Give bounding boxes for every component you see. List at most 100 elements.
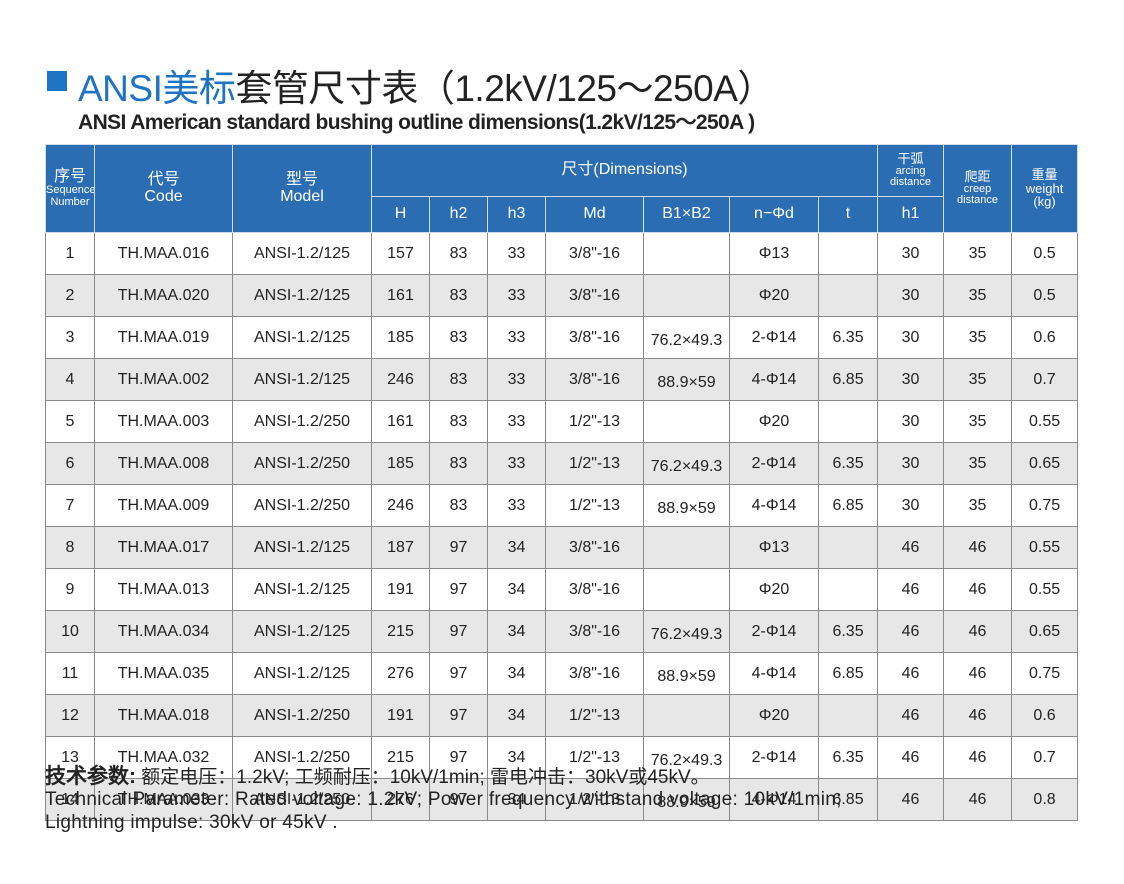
header-cell: Md <box>545 196 644 233</box>
table-cell: 35 <box>943 358 1013 401</box>
table-cell: 0.6 <box>1011 694 1079 737</box>
table-cell: 88.9×59 <box>643 358 730 401</box>
table-cell: 34 <box>487 778 546 821</box>
table-cell: 2-Φ14 <box>729 610 819 653</box>
table-cell: 34 <box>487 652 546 695</box>
table-cell: 46 <box>943 526 1013 569</box>
table-cell: 0.7 <box>1011 736 1079 779</box>
table-cell: TH.MAA.016 <box>94 232 233 275</box>
table-cell: 76.2×49.3 <box>643 442 730 485</box>
table-cell: TH.MAA.033 <box>94 778 233 821</box>
table-cell: 0.5 <box>1011 274 1079 317</box>
table-cell: 83 <box>429 232 488 275</box>
header-text: Code <box>144 187 183 205</box>
table-row: 7 TH.MAA.009 ANSI-1.2/250 246 83 33 1/2"-13 88.… <box>45 484 1079 527</box>
table-cell: ANSI-1.2/250 <box>232 442 372 485</box>
table-cell: 33 <box>487 274 546 317</box>
table-cell: ANSI-1.2/250 <box>232 484 372 527</box>
table-cell: 0.75 <box>1011 484 1079 527</box>
table-cell: 46 <box>877 610 945 653</box>
header-text: Model <box>280 187 324 205</box>
table-cell: ANSI-1.2/125 <box>232 526 372 569</box>
table-cell: TH.MAA.013 <box>94 568 233 611</box>
table-cell: 191 <box>371 694 430 737</box>
footer-cn: 技术参数: 额定电压：1.2kV; 工频耐压：10kV/1min; 雷电冲击：3… <box>45 760 710 790</box>
table-cell: 3/8"-16 <box>545 316 644 359</box>
table-row: 1 TH.MAA.016 ANSI-1.2/125 157 83 33 3/8"-16 Φ13… <box>45 232 1079 275</box>
table-cell <box>643 274 730 317</box>
table-cell: 7 <box>45 484 95 527</box>
table-cell: 76.2×49.3 <box>643 610 730 653</box>
table-row: 6 TH.MAA.008 ANSI-1.2/250 185 83 33 1/2"-13 76.… <box>45 442 1079 485</box>
table-cell: 1/2"-13 <box>545 778 644 821</box>
table-cell: 6.35 <box>817 610 879 653</box>
table-cell: 4-Φ14 <box>729 484 819 527</box>
table-cell: 1 <box>45 232 95 275</box>
table-cell: Φ20 <box>729 568 819 611</box>
header-cell: 型号 Model <box>232 144 372 233</box>
table-cell: 97 <box>429 694 488 737</box>
header-text: 代号 <box>147 170 180 188</box>
header-cell: H <box>371 196 430 233</box>
table-cell: 34 <box>487 526 546 569</box>
header-text: weight <box>1025 180 1064 196</box>
header-cell: h1 <box>877 196 945 233</box>
table-cell: 3/8"-16 <box>545 610 644 653</box>
table-cell: 3/8"-16 <box>545 232 644 275</box>
table-cell: TH.MAA.020 <box>94 274 233 317</box>
table-row: 10 TH.MAA.034 ANSI-1.2/125 215 97 34 3/8"-16 76… <box>45 610 1079 653</box>
table-cell: 97 <box>429 652 488 695</box>
table-cell: 35 <box>943 274 1013 317</box>
table-cell: 46 <box>943 568 1013 611</box>
table-cell: 33 <box>487 316 546 359</box>
table-cell: 6 <box>45 442 95 485</box>
table-cell: 0.7 <box>1011 358 1079 401</box>
table-cell: 4-Φ14 <box>729 652 819 695</box>
table-cell: 46 <box>877 736 945 779</box>
table-cell: 0.6 <box>1011 316 1079 359</box>
table-cell: TH.MAA.018 <box>94 694 233 737</box>
table-cell <box>817 694 879 737</box>
table-cell: 34 <box>487 568 546 611</box>
table-cell <box>817 568 879 611</box>
table-cell: ANSI-1.2/125 <box>232 652 372 695</box>
table-cell: 33 <box>487 232 546 275</box>
table-cell: 6.35 <box>817 736 879 779</box>
table-cell: 12 <box>45 694 95 737</box>
title-blue: ANSI美标 <box>78 68 236 109</box>
header-text: 型号 <box>285 170 318 188</box>
header-cell: h2 <box>429 196 488 233</box>
table-cell: ANSI-1.2/250 <box>232 694 372 737</box>
table-cell: 14 <box>45 778 95 821</box>
header-cell: 尺寸(Dimensions) <box>370 144 879 197</box>
table-cell: 0.65 <box>1011 610 1079 653</box>
table-row: 4 TH.MAA.002 ANSI-1.2/125 246 83 33 3/8"-16 88.… <box>45 358 1079 401</box>
header-text: arcing <box>895 164 926 177</box>
dimension-table: 序号 Sequence Number 代号 Code 型号 Model 尺寸(Dimen… <box>45 144 1079 821</box>
table-cell: 0.55 <box>1011 400 1079 443</box>
table-cell: 33 <box>487 400 546 443</box>
table-cell: ANSI-1.2/125 <box>232 568 372 611</box>
table-cell: 97 <box>429 736 488 779</box>
table-cell: 33 <box>487 358 546 401</box>
title-marker <box>47 71 67 91</box>
table-cell: TH.MAA.032 <box>94 736 233 779</box>
header-cell: B1×B2 <box>643 196 730 233</box>
table-row: 11 TH.MAA.035 ANSI-1.2/125 276 97 34 3/8"-16 88… <box>45 652 1079 695</box>
table-cell: 246 <box>371 358 430 401</box>
header-cell: 爬距 creep distance <box>943 144 1013 233</box>
title: ANSI美标套管尺寸表（1.2kV/125～250A） <box>78 58 774 112</box>
table-cell: TH.MAA.019 <box>94 316 233 359</box>
table-cell: Φ13 <box>729 526 819 569</box>
header-text: 干弧 <box>897 151 924 167</box>
header-cell: 重量 weight (kg) <box>1011 144 1079 233</box>
table-cell: 46 <box>943 652 1013 695</box>
table-cell: ANSI-1.2/125 <box>232 610 372 653</box>
table-cell <box>817 526 879 569</box>
table-cell: 35 <box>943 484 1013 527</box>
table-row: 12 TH.MAA.018 ANSI-1.2/250 191 97 34 1/2"-13 Φ2… <box>45 694 1079 737</box>
table-row: 8 TH.MAA.017 ANSI-1.2/125 187 97 34 3/8"-16 Φ13… <box>45 526 1079 569</box>
table-cell: 6.85 <box>817 358 879 401</box>
table-cell: ANSI-1.2/125 <box>232 232 372 275</box>
